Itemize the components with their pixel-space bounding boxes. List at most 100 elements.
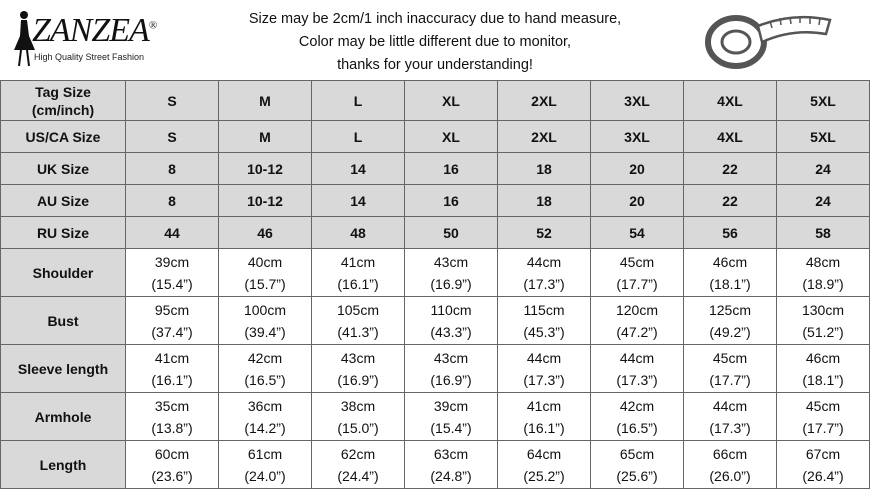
- cm-value: 41cm: [526, 397, 562, 414]
- inch-value: (15.4”): [430, 419, 472, 436]
- cm-value: 105cm: [336, 301, 380, 318]
- inch-value: (17.3”): [523, 275, 565, 292]
- size-cell: 2XL: [497, 80, 591, 121]
- cm-value: 115cm: [523, 301, 565, 318]
- measure-cell: 39cm (15.4”): [404, 392, 498, 441]
- size-table: Tag Size (cm/inch) S M L XL 2XL 3XL 4XL 5XL US/CA…: [0, 80, 870, 489]
- row-label: UK Size: [36, 160, 90, 177]
- inch-value: (16.9”): [337, 371, 379, 388]
- inch-value: (18.9”): [802, 275, 844, 292]
- measure-cell: 44cm (17.3”): [683, 392, 777, 441]
- row-label: Tag Size (cm/inch): [31, 83, 95, 118]
- measure-cell: 44cm (17.3”): [590, 344, 684, 393]
- measure-cell: 43cm (16.9”): [311, 344, 405, 393]
- row-label: AU Size: [36, 192, 90, 209]
- measure-cell: 43cm (16.9”): [404, 344, 498, 393]
- table-row: Bust 95cm (37.4”) 100cm (39.4”) 105cm (41.3”) 1…: [0, 296, 870, 345]
- size-cell: S: [125, 120, 219, 153]
- cm-value: 44cm: [526, 349, 562, 366]
- inch-value: (17.3”): [709, 419, 751, 436]
- row-label-cell: Armhole: [0, 392, 126, 441]
- cm-value: 43cm: [433, 349, 469, 366]
- logo-figure: [14, 11, 35, 67]
- size-cell: 56: [683, 216, 777, 249]
- inch-value: (45.3”): [523, 323, 565, 340]
- size-cell: 16: [404, 152, 498, 185]
- measure-cell: 61cm (24.0”): [218, 440, 312, 489]
- cm-value: 67cm: [805, 445, 841, 462]
- inch-value: (37.4”): [151, 323, 193, 340]
- cm-value: 44cm: [526, 253, 562, 270]
- measure-cell: 39cm (15.4”): [125, 248, 219, 297]
- row-label-cell: Tag Size (cm/inch): [0, 80, 126, 121]
- cm-value: 130cm: [801, 301, 845, 318]
- size-cell: 20: [590, 184, 684, 217]
- header: ZANZEA® High Quality Street Fashion Size…: [0, 0, 871, 80]
- cm-value: 66cm: [712, 445, 748, 462]
- size-cell: 4XL: [683, 120, 777, 153]
- table-row: Length 60cm (23.6”) 61cm (24.0”) 62cm (24.4”) 6…: [0, 440, 870, 489]
- cm-value: 60cm: [154, 445, 190, 462]
- measure-cell: 43cm (16.9”): [404, 248, 498, 297]
- measure-cell: 115cm (45.3”): [497, 296, 591, 345]
- cm-value: 64cm: [526, 445, 562, 462]
- cm-value: 62cm: [340, 445, 376, 462]
- size-cell: L: [311, 120, 405, 153]
- tagline: High Quality Street Fashion: [34, 52, 145, 62]
- inch-value: (51.2”): [802, 323, 844, 340]
- size-cell: 3XL: [590, 80, 684, 121]
- row-label: Length: [39, 456, 87, 473]
- cm-value: 43cm: [433, 253, 469, 270]
- cm-value: 41cm: [154, 349, 190, 366]
- measure-cell: 35cm (13.8”): [125, 392, 219, 441]
- row-label: Armhole: [34, 408, 92, 425]
- cm-value: 44cm: [619, 349, 655, 366]
- size-cell: 24: [776, 152, 870, 185]
- measure-cell: 41cm (16.1”): [311, 248, 405, 297]
- size-cell: 22: [683, 184, 777, 217]
- inch-value: (17.7”): [802, 419, 844, 436]
- inch-value: (24.8”): [430, 467, 472, 484]
- measure-cell: 44cm (17.3”): [497, 344, 591, 393]
- table-row: RU Size 44 46 48 50 52 54 56 58: [0, 216, 870, 249]
- row-label-cell: UK Size: [0, 152, 126, 185]
- cm-value: 36cm: [247, 397, 283, 414]
- size-cell: 44: [125, 216, 219, 249]
- note: Color may be little different due to mon…: [298, 34, 572, 50]
- cm-value: 120cm: [615, 301, 659, 318]
- note: thanks for your understanding!: [337, 57, 533, 73]
- size-cell: 18: [497, 152, 591, 185]
- size-cell: 48: [311, 216, 405, 249]
- inch-value: (39.4”): [244, 323, 286, 340]
- inch-value: (26.4”): [802, 467, 844, 484]
- logo-text: ZANZEA: [32, 12, 150, 49]
- measure-cell: 45cm (17.7”): [683, 344, 777, 393]
- cm-value: 41cm: [340, 253, 376, 270]
- inch-value: (14.2”): [244, 419, 286, 436]
- inch-value: (15.0”): [337, 419, 379, 436]
- row-label: RU Size: [36, 224, 90, 241]
- cm-value: 44cm: [712, 397, 748, 414]
- measure-cell: 44cm (17.3”): [497, 248, 591, 297]
- measure-cell: 66cm (26.0”): [683, 440, 777, 489]
- inch-value: (41.3”): [337, 323, 379, 340]
- size-cell: 46: [218, 216, 312, 249]
- measure-cell: 42cm (16.5”): [218, 344, 312, 393]
- inch-value: (17.7”): [709, 371, 751, 388]
- size-cell: 5XL: [776, 120, 870, 153]
- cm-value: 35cm: [154, 397, 190, 414]
- size-cell: S: [125, 80, 219, 121]
- size-cell: 22: [683, 152, 777, 185]
- inch-value: (17.3”): [523, 371, 565, 388]
- inch-value: (13.8”): [151, 419, 193, 436]
- inch-value: (18.1”): [802, 371, 844, 388]
- inch-value: (17.3”): [616, 371, 658, 388]
- measure-cell: 67cm (26.4”): [776, 440, 870, 489]
- size-cell: 58: [776, 216, 870, 249]
- measure-cell: 64cm (25.2”): [497, 440, 591, 489]
- cm-value: 63cm: [433, 445, 469, 462]
- notes: Size may be 2cm/1 inch inaccuracy due to…: [190, 8, 680, 77]
- measure-cell: 63cm (24.8”): [404, 440, 498, 489]
- cm-value: 125cm: [708, 301, 752, 318]
- cm-value: 39cm: [154, 253, 190, 270]
